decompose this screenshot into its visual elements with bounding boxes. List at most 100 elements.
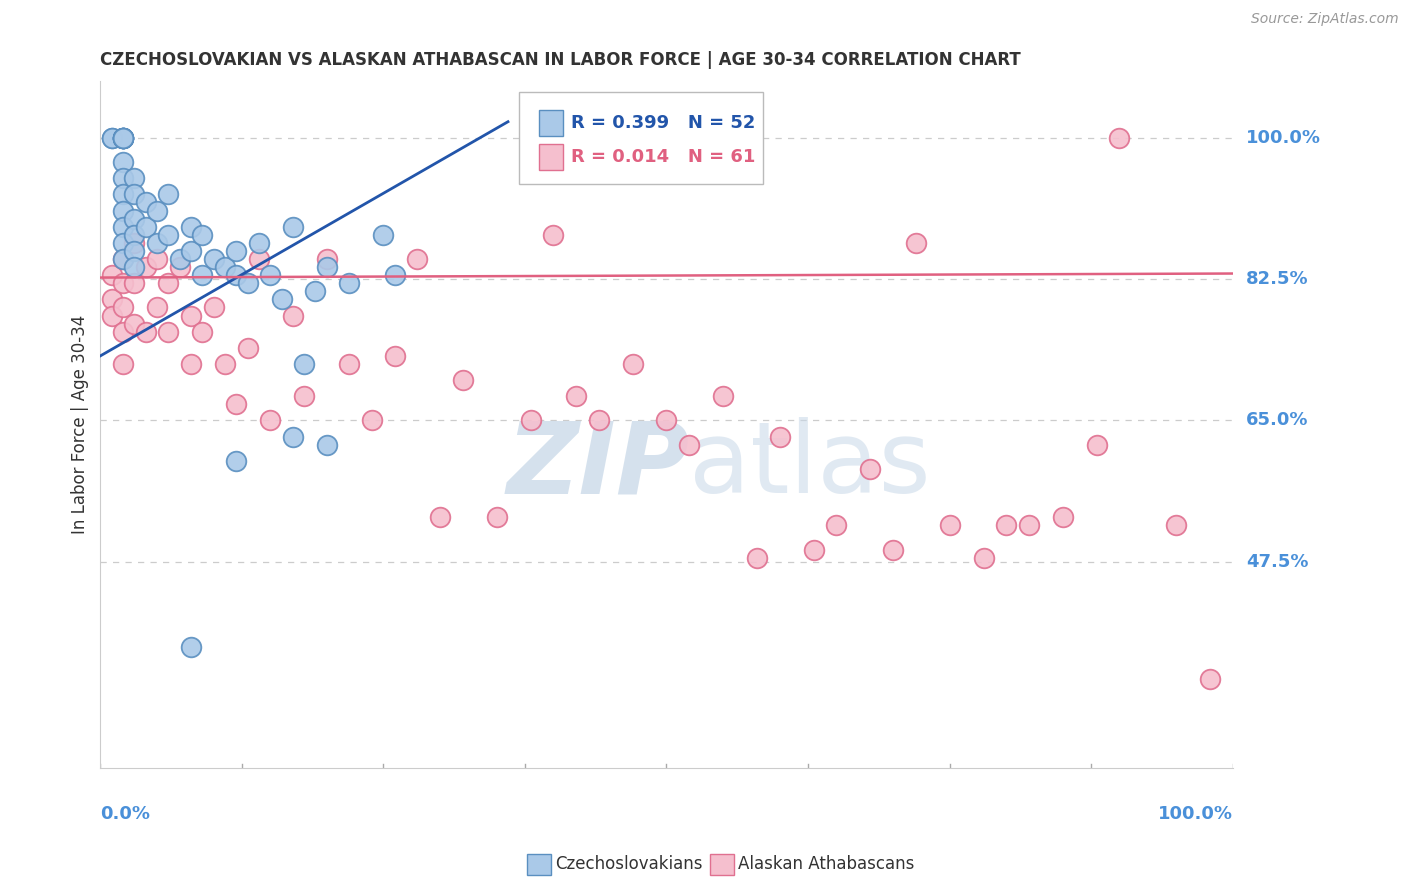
Point xyxy=(157,325,180,339)
Point xyxy=(1108,131,1130,145)
Point xyxy=(180,357,202,371)
Point xyxy=(825,518,848,533)
Point xyxy=(588,413,610,427)
Point xyxy=(451,373,474,387)
Point xyxy=(157,227,180,242)
Point xyxy=(292,357,315,371)
Point xyxy=(1085,438,1108,452)
Point xyxy=(111,235,134,250)
Point xyxy=(315,438,337,452)
Point xyxy=(111,131,134,145)
Point xyxy=(339,357,361,371)
Point xyxy=(678,438,700,452)
Text: 100.0%: 100.0% xyxy=(1157,805,1233,823)
Point xyxy=(225,454,247,468)
FancyBboxPatch shape xyxy=(519,92,762,185)
Point xyxy=(111,131,134,145)
Point xyxy=(124,187,146,202)
Point xyxy=(146,301,169,315)
Point xyxy=(180,640,202,654)
Point xyxy=(111,252,134,266)
Point xyxy=(124,171,146,186)
Point xyxy=(111,131,134,145)
Point xyxy=(124,277,146,291)
Y-axis label: In Labor Force | Age 30-34: In Labor Force | Age 30-34 xyxy=(72,315,89,534)
Point xyxy=(111,187,134,202)
Point xyxy=(247,252,270,266)
Text: 47.5%: 47.5% xyxy=(1246,553,1309,571)
Point xyxy=(146,252,169,266)
Point xyxy=(124,211,146,226)
Text: 65.0%: 65.0% xyxy=(1246,411,1309,429)
Text: Czechoslovakians: Czechoslovakians xyxy=(555,855,703,873)
Point xyxy=(225,244,247,258)
Point xyxy=(111,131,134,145)
Point xyxy=(111,131,134,145)
Point xyxy=(281,219,304,234)
Point xyxy=(236,277,259,291)
Point xyxy=(111,155,134,169)
Point xyxy=(146,203,169,218)
Point xyxy=(111,325,134,339)
Point xyxy=(191,268,214,282)
Point xyxy=(315,260,337,274)
Point xyxy=(292,389,315,403)
Point xyxy=(100,131,122,145)
Point xyxy=(124,244,146,258)
Point xyxy=(111,171,134,186)
Point xyxy=(882,542,904,557)
Point xyxy=(111,131,134,145)
Point xyxy=(938,518,960,533)
Point xyxy=(1018,518,1040,533)
Point xyxy=(406,252,429,266)
Point xyxy=(281,309,304,323)
Point xyxy=(904,235,927,250)
Point xyxy=(111,301,134,315)
Text: CZECHOSLOVAKIAN VS ALASKAN ATHABASCAN IN LABOR FORCE | AGE 30-34 CORRELATION CHA: CZECHOSLOVAKIAN VS ALASKAN ATHABASCAN IN… xyxy=(100,51,1021,69)
Text: Alaskan Athabascans: Alaskan Athabascans xyxy=(738,855,914,873)
Point xyxy=(124,235,146,250)
Point xyxy=(180,309,202,323)
Text: 0.0%: 0.0% xyxy=(100,805,150,823)
Point xyxy=(1199,672,1222,686)
Point xyxy=(745,550,768,565)
Point xyxy=(1164,518,1187,533)
FancyBboxPatch shape xyxy=(538,111,564,136)
Text: 82.5%: 82.5% xyxy=(1246,270,1309,288)
Point xyxy=(202,252,225,266)
Point xyxy=(111,131,134,145)
Point xyxy=(711,389,734,403)
Point xyxy=(180,219,202,234)
Text: ZIP: ZIP xyxy=(506,417,689,514)
Point xyxy=(803,542,825,557)
Point xyxy=(281,430,304,444)
Point xyxy=(135,195,157,210)
Point xyxy=(315,252,337,266)
FancyBboxPatch shape xyxy=(538,144,564,169)
Text: 100.0%: 100.0% xyxy=(1246,128,1322,147)
Point xyxy=(146,235,169,250)
Point xyxy=(202,301,225,315)
Point xyxy=(124,317,146,331)
Point xyxy=(180,244,202,258)
Point xyxy=(135,325,157,339)
Point xyxy=(565,389,588,403)
Point xyxy=(995,518,1018,533)
Point xyxy=(621,357,644,371)
Point xyxy=(100,268,122,282)
Point xyxy=(191,227,214,242)
Text: R = 0.399   N = 52: R = 0.399 N = 52 xyxy=(571,114,756,132)
Text: Source: ZipAtlas.com: Source: ZipAtlas.com xyxy=(1251,12,1399,26)
Point xyxy=(111,357,134,371)
Point xyxy=(384,349,406,363)
Point xyxy=(236,341,259,355)
Point xyxy=(111,277,134,291)
Point xyxy=(225,397,247,411)
Point xyxy=(157,277,180,291)
Point xyxy=(247,235,270,250)
Point xyxy=(304,285,326,299)
Point xyxy=(100,131,122,145)
Point xyxy=(519,413,541,427)
Point xyxy=(485,510,508,524)
Point xyxy=(124,260,146,274)
